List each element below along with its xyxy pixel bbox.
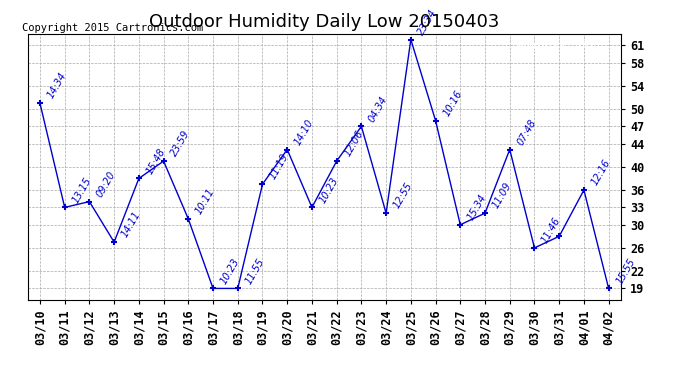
Text: 07:48: 07:48 (515, 117, 538, 147)
Text: 10:23: 10:23 (317, 175, 340, 205)
Text: 10:23: 10:23 (219, 256, 241, 286)
Text: 12:55: 12:55 (392, 181, 415, 210)
Text: 13:15: 13:15 (70, 175, 93, 205)
Text: 23:59: 23:59 (169, 129, 192, 158)
Text: 14:10: 14:10 (293, 117, 315, 147)
Title: Outdoor Humidity Daily Low 20150403: Outdoor Humidity Daily Low 20150403 (149, 13, 500, 31)
Text: 04:34: 04:34 (367, 94, 390, 124)
Text: 12:06: 12:06 (342, 129, 365, 158)
Text: 11:09: 11:09 (491, 181, 513, 210)
Text: 11:55: 11:55 (244, 256, 266, 286)
Text: 14:34: 14:34 (46, 71, 68, 100)
Text: 10:16: 10:16 (441, 88, 464, 118)
Text: 09:20: 09:20 (95, 170, 118, 199)
Text: 11:19: 11:19 (268, 152, 290, 182)
Text: 10:11: 10:11 (194, 187, 217, 216)
Text: 15:55: 15:55 (614, 256, 637, 286)
Text: 11:46: 11:46 (540, 216, 563, 245)
Text: 23:34: 23:34 (416, 7, 439, 37)
Text: 15:34: 15:34 (466, 192, 489, 222)
Text: 14:11: 14:11 (119, 210, 142, 239)
Text: 12:16: 12:16 (589, 158, 612, 187)
Text: Copyright 2015 Cartronics.com: Copyright 2015 Cartronics.com (21, 23, 203, 33)
Text: 15:48: 15:48 (144, 146, 167, 176)
